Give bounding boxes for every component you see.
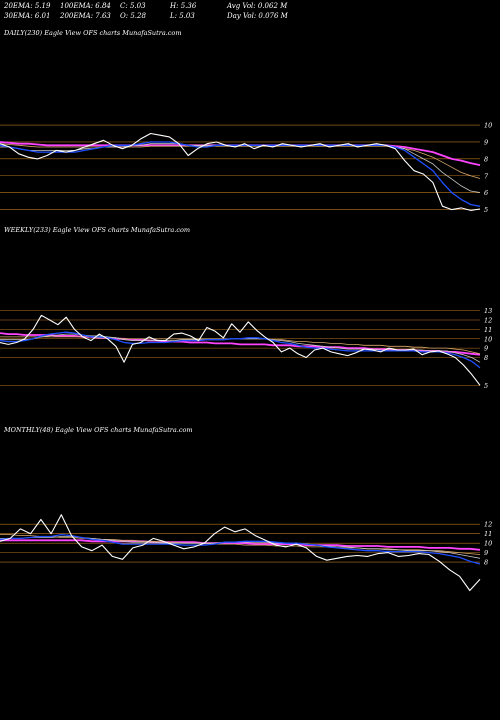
monthly-series-200ema — [0, 539, 481, 551]
monthly-y-tick-label: 11 — [484, 530, 492, 538]
daily-y-tick-label: 9 — [484, 138, 488, 146]
stat-open: O: 5.28 — [120, 12, 146, 20]
monthly-y-tick-label: 9 — [484, 549, 488, 557]
stat-200ema: 200EMA: 7.63 — [60, 12, 111, 20]
daily-y-tick-label: 8 — [484, 155, 488, 163]
stat-avg-vol: Avg Vol: 0.062 M — [227, 2, 288, 10]
daily-series-price — [0, 132, 481, 211]
daily-chart-title: DAILY(230) Eagle View OFS charts MunafaS… — [4, 29, 182, 37]
stat-day-vol: Day Vol: 0.076 M — [227, 12, 288, 20]
daily-y-tick-label: 7 — [484, 172, 489, 180]
weekly-y-tick-label: 13 — [484, 307, 492, 315]
weekly-y-tick-label: 5 — [484, 382, 488, 390]
weekly-chart-title: WEEKLY(233) Eagle View OFS charts Munafa… — [4, 226, 191, 234]
weekly-y-tick-label: 10 — [484, 335, 492, 343]
weekly-y-tick-label: 8 — [484, 354, 488, 362]
stat-30ema: 30EMA: 6.01 — [4, 12, 51, 20]
stat-20ema: 20EMA: 5.19 — [4, 2, 51, 10]
daily-series-100ema — [0, 143, 481, 179]
daily-series-20ema — [0, 141, 481, 207]
monthly-series-price — [0, 514, 481, 592]
monthly-y-tick-label: 8 — [484, 559, 488, 567]
monthly-series-20ema — [0, 533, 481, 565]
daily-y-tick-label: 6 — [484, 189, 488, 197]
weekly-y-tick-label: 11 — [484, 326, 492, 334]
daily-y-tick-label: 5 — [484, 206, 488, 214]
monthly-y-tick-label: 10 — [484, 540, 492, 548]
stat-close: C: 5.03 — [120, 2, 146, 10]
stat-high: H: 5.36 — [170, 2, 197, 10]
stat-100ema: 100EMA: 6.84 — [60, 2, 111, 10]
weekly-series-price — [0, 314, 481, 386]
weekly-y-tick-label: 12 — [484, 317, 492, 325]
daily-y-tick-label: 10 — [484, 122, 492, 130]
stat-low: L: 5.03 — [170, 12, 195, 20]
monthly-chart-title: MONTHLY(48) Eagle View OFS charts Munafa… — [4, 426, 193, 434]
daily-chart-panel: 10 9 8 7 6 5 — [0, 122, 492, 214]
weekly-y-tick-label: 9 — [484, 345, 488, 353]
monthly-y-tick-label: 12 — [484, 521, 492, 529]
